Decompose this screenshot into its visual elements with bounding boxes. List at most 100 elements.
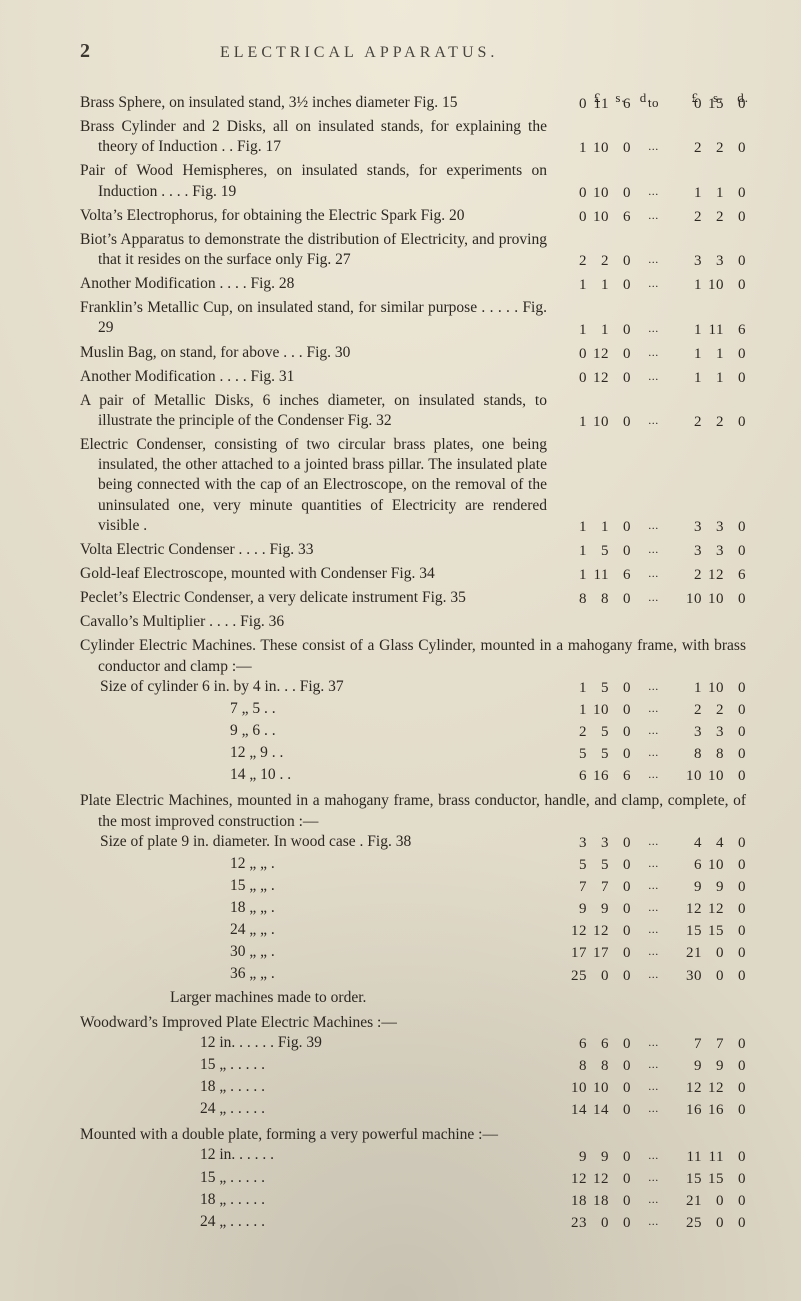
price-from: 880 [561, 591, 631, 608]
catalogue-entry: 12 in. . . . . .990...11110 [80, 1145, 746, 1165]
price-from: 110 [561, 519, 631, 536]
price-from: 0116 [561, 96, 631, 113]
catalogue-entry: Brass Cylinder and 2 Disks, all on insul… [80, 117, 746, 157]
price-to: 880 [676, 746, 746, 763]
catalogue-entry: 18 „ . . . . .10100...12120 [80, 1077, 746, 1097]
price-to: 12120 [676, 901, 746, 918]
price-pair: 0106...220 [561, 209, 746, 226]
entry-description: Brass Cylinder and 2 Disks, all on insul… [80, 117, 547, 157]
catalogue-entry: Electric Condenser, consisting of two ci… [80, 435, 746, 536]
catalogue-entry: Pair of Wood Hemispheres, on insulated s… [80, 161, 746, 201]
price-to: 15150 [676, 1171, 746, 1188]
price-pair: 550... 880 [561, 746, 746, 763]
entry-description: Muslin Bag, on stand, for above . . . Fi… [80, 343, 547, 363]
price-to: 11110 [676, 1149, 746, 1166]
catalogue-body: Brass Sphere, on insulated stand, 3½ inc… [80, 93, 746, 1232]
connector-dots: ... [648, 590, 659, 605]
price-to: 12120 [676, 1080, 746, 1097]
connector-dots: ... [648, 944, 659, 959]
price-to: 15150 [676, 923, 746, 940]
price-from: 550 [561, 746, 631, 763]
catalogue-entry: 7 „ 5 . . 1100...220 [80, 699, 746, 719]
catalogue-entry: Gold-leaf Electroscope, mounted with Con… [80, 564, 746, 584]
price-to: 770 [676, 1036, 746, 1053]
entry-description: Volta’s Electrophorus, for obtaining the… [80, 206, 547, 226]
catalogue-entry: Volta Electric Condenser . . . . Fig. 33… [80, 540, 746, 560]
entry-description: 7 „ 5 . . [230, 699, 547, 719]
connector-dots: ... [648, 834, 659, 849]
catalogue-entry: Size of cylinder 6 in. by 4 in. . . Fig.… [80, 677, 746, 697]
price-pair: 770...990 [561, 879, 746, 896]
connector-dots: ... [648, 413, 659, 428]
price-pair: 6166...10100 [561, 768, 746, 785]
entry-description: 24 „ . . . . . [200, 1099, 547, 1119]
price-to: 220 [676, 702, 746, 719]
connector-dots: ... [648, 566, 659, 581]
price-pair: 110...1116 [561, 322, 746, 339]
price-pair: 1100...220 [561, 702, 746, 719]
price-pair: 1116...2126 [561, 567, 746, 584]
price-to: 110 [676, 346, 746, 363]
price-pair: 150...1100 [561, 680, 746, 697]
price-to: 2500 [676, 1215, 746, 1232]
connector-dots: ... [648, 679, 659, 694]
price-to: 330 [676, 519, 746, 536]
connector-dots: ... [648, 208, 659, 223]
price-from: 550 [561, 857, 631, 874]
entry-description: Peclet’s Electric Condenser, a very deli… [80, 588, 547, 608]
connector-dots: ... [648, 745, 659, 760]
price-from: 1100 [561, 140, 631, 157]
connector-dots: ... [648, 321, 659, 336]
price-from: 990 [561, 901, 631, 918]
catalogue-entry: A pair of Metallic Disks, 6 inches diame… [80, 391, 746, 431]
catalogue-entry: 15 „ „ . 770...990 [80, 876, 746, 896]
price-to: 1116 [676, 322, 746, 339]
connector-dots: ... [648, 967, 659, 982]
connector-dots: ... [648, 767, 659, 782]
price-to: 220 [676, 140, 746, 157]
woodward-title: Woodward’s Improved Plate Electric Machi… [80, 1013, 746, 1033]
catalogue-entry: 30 „ „ .17170...2100 [80, 942, 746, 962]
entry-description: 12 „ „ . [230, 854, 547, 874]
price-to: 110 [676, 370, 746, 387]
price-pair: 220...330 [561, 253, 746, 270]
catalogue-entry: 15 „ . . . . .12120...15150 [80, 1168, 746, 1188]
price-pair: 250...330 [561, 724, 746, 741]
price-from: 990 [561, 1149, 631, 1166]
price-from: 250 [561, 724, 631, 741]
price-from: 150 [561, 680, 631, 697]
price-pair: 880...990 [561, 1058, 746, 1075]
entry-description: Cavallo’s Multiplier . . . . Fig. 36 [80, 612, 547, 632]
entry-description: 15 „ „ . [230, 876, 547, 896]
catalogue-entry: 9 „ 6 . .250...330 [80, 721, 746, 741]
price-from: 18180 [561, 1193, 631, 1210]
entry-description: 15 „ . . . . . [200, 1168, 547, 1188]
price-pair: 12120...15150 [561, 923, 746, 940]
price-to: 6100 [676, 857, 746, 874]
price-from: 110 [561, 277, 631, 294]
connector-dots: ... [648, 345, 659, 360]
connector-dots: ... [648, 878, 659, 893]
catalogue-entry: Another Modification . . . . Fig. 310120… [80, 367, 746, 387]
entry-description: Size of cylinder 6 in. by 4 in. . . Fig.… [100, 677, 547, 697]
price-from: 2300 [561, 1215, 631, 1232]
price-from: 880 [561, 1058, 631, 1075]
price-from: 0120 [561, 370, 631, 387]
price-from: 330 [561, 835, 631, 852]
price-pair: 14140...16160 [561, 1102, 746, 1119]
price-from: 0120 [561, 346, 631, 363]
catalogue-entry: 12 in. . . . . . Fig. 39660...770 [80, 1033, 746, 1053]
connector-dots: ... [648, 252, 659, 267]
price-pair: 1100...220 [561, 140, 746, 157]
price-pair: 880...10100 [561, 591, 746, 608]
page: 2 ELECTRICAL APPARATUS. £ s. d. £ s. d. … [0, 0, 801, 1301]
plate-intro: Plate Electric Machines, mounted in a ma… [80, 791, 746, 831]
entry-description: Brass Sphere, on insulated stand, 3½ inc… [80, 93, 547, 113]
entry-description: 18 „ „ . [230, 898, 547, 918]
price-pair: 17170...2100 [561, 945, 746, 962]
cylinder-intro: Cylinder Electric Machines. These consis… [80, 636, 746, 676]
entry-description: Volta Electric Condenser . . . . Fig. 33 [80, 540, 547, 560]
price-to: 220 [676, 414, 746, 431]
price-to: 2126 [676, 567, 746, 584]
catalogue-entry: 24 „ . . . . . 14140...16160 [80, 1099, 746, 1119]
